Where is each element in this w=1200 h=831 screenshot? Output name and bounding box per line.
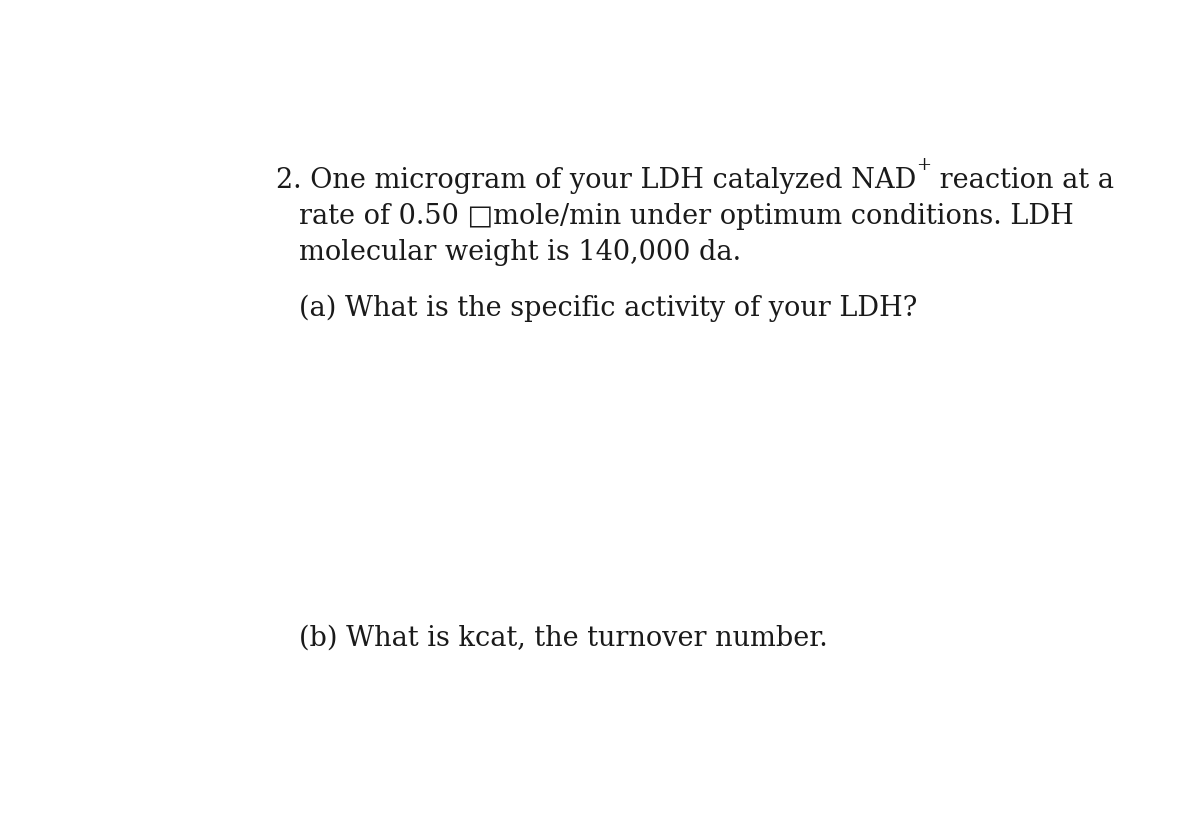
Text: (b) What is kcat, the turnover number.: (b) What is kcat, the turnover number. [299,624,828,652]
Text: molecular weight is 140,000 da.: molecular weight is 140,000 da. [299,239,740,266]
Text: (a) What is the specific activity of your LDH?: (a) What is the specific activity of you… [299,295,917,322]
Text: reaction at a: reaction at a [931,167,1114,194]
Text: +: + [916,156,931,175]
Text: 2. One microgram of your LDH catalyzed NAD: 2. One microgram of your LDH catalyzed N… [276,167,916,194]
Text: rate of 0.50 □mole/min under optimum conditions. LDH: rate of 0.50 □mole/min under optimum con… [299,204,1074,230]
